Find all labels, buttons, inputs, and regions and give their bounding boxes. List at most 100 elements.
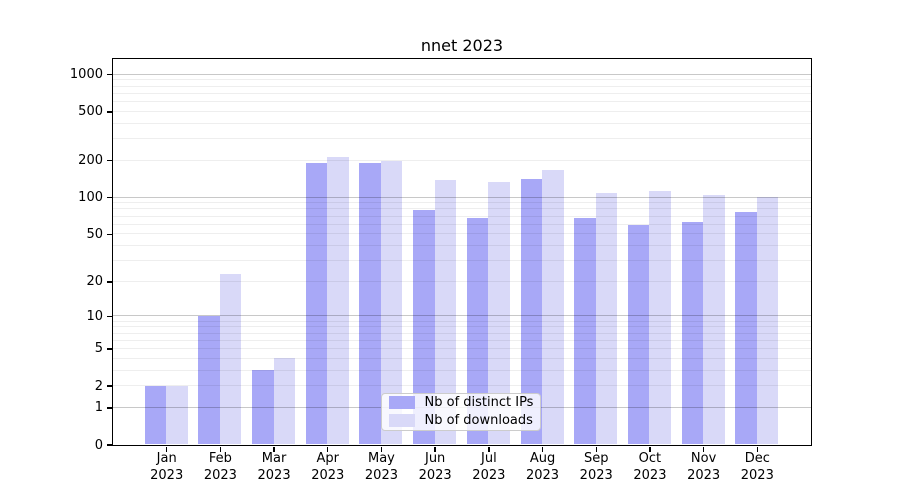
y-tick-label-10: 10 bbox=[86, 308, 103, 324]
bar-ips-may bbox=[359, 163, 381, 445]
legend-swatch-downloads bbox=[388, 414, 415, 427]
x-tick-year: 2023 bbox=[633, 467, 667, 483]
x-tick-label-jun: Jun 2023 bbox=[405, 451, 465, 484]
gridline-400 bbox=[112, 122, 811, 124]
gridline-40 bbox=[112, 244, 811, 246]
y-tick-label-200: 200 bbox=[78, 153, 103, 169]
y-tick-mark-10 bbox=[106, 315, 112, 318]
x-tick-year: 2023 bbox=[203, 467, 237, 483]
gridline-3 bbox=[112, 369, 811, 371]
bar-downloads-oct bbox=[649, 190, 671, 445]
x-tick-mark-feb bbox=[219, 446, 222, 452]
x-tick-year: 2023 bbox=[687, 467, 721, 483]
gridline-60 bbox=[112, 223, 811, 225]
y-tick-label-500: 500 bbox=[78, 104, 103, 120]
x-tick-year: 2023 bbox=[472, 467, 506, 483]
x-tick-year: 2023 bbox=[418, 467, 452, 483]
x-tick-label-aug: Aug 2023 bbox=[513, 451, 573, 484]
x-tick-mark-oct bbox=[649, 446, 651, 452]
x-tick-label-oct: Oct 2023 bbox=[620, 451, 680, 484]
x-tick-mark-apr bbox=[327, 446, 329, 452]
y-tick-mark-2 bbox=[106, 385, 112, 387]
chart-title: nnet 2023 bbox=[420, 36, 504, 55]
y-tick-mark-0 bbox=[106, 444, 112, 446]
legend-item-downloads: Nb of downloads bbox=[388, 413, 533, 428]
gridline-300 bbox=[112, 138, 811, 140]
gridline-6 bbox=[112, 339, 811, 341]
x-tick-label-jan: Jan 2023 bbox=[137, 451, 197, 484]
x-tick-label-dec: Dec 2023 bbox=[727, 451, 787, 484]
gridline-8 bbox=[112, 326, 811, 328]
gridline-1000 bbox=[112, 73, 811, 75]
x-tick-mark-aug bbox=[541, 446, 544, 452]
y-tick-label-5: 5 bbox=[94, 341, 103, 357]
legend: Nb of distinct IPs Nb of downloads bbox=[380, 392, 541, 431]
bar-ips-sep bbox=[574, 217, 596, 445]
gridline-600 bbox=[112, 101, 811, 103]
gridline-80 bbox=[112, 208, 811, 210]
gridline-100 bbox=[112, 196, 811, 198]
x-tick-year: 2023 bbox=[311, 467, 345, 483]
gridline-2 bbox=[112, 385, 811, 387]
y-tick-label-1: 1 bbox=[94, 400, 103, 416]
bar-downloads-jul bbox=[488, 182, 510, 445]
bar-ips-jan bbox=[144, 385, 167, 445]
y-tick-mark-20 bbox=[106, 281, 112, 283]
y-tick-mark-50 bbox=[106, 233, 112, 235]
x-tick-mark-jun bbox=[434, 446, 436, 452]
y-tick-mark-5 bbox=[106, 348, 112, 350]
y-tick-label-0: 0 bbox=[94, 437, 103, 453]
x-tick-mark-nov bbox=[702, 446, 705, 452]
gridline-800 bbox=[112, 85, 811, 87]
gridline-7 bbox=[112, 332, 811, 334]
gridline-700 bbox=[112, 92, 811, 94]
gridline-30 bbox=[112, 259, 811, 261]
y-tick-label-100: 100 bbox=[78, 190, 103, 206]
bar-ips-aug bbox=[520, 179, 543, 445]
x-tick-year: 2023 bbox=[525, 467, 560, 483]
gridline-9 bbox=[112, 320, 811, 322]
x-tick-label-feb: Feb 2023 bbox=[190, 451, 250, 484]
x-tick-mark-jan bbox=[165, 446, 168, 452]
gridline-90 bbox=[112, 202, 811, 204]
gridline-50 bbox=[112, 233, 811, 235]
x-tick-year: 2023 bbox=[579, 467, 613, 483]
y-tick-mark-1000 bbox=[106, 74, 112, 76]
gridline-200 bbox=[112, 159, 811, 161]
x-tick-mark-mar bbox=[273, 446, 275, 452]
x-tick-year: 2023 bbox=[740, 467, 774, 483]
x-tick-year: 2023 bbox=[150, 467, 184, 483]
bar-downloads-sep bbox=[595, 192, 618, 445]
y-tick-label-50: 50 bbox=[86, 226, 103, 242]
bar-ips-mar bbox=[252, 370, 274, 445]
legend-label-downloads: Nb of downloads bbox=[424, 413, 533, 428]
gridline-4 bbox=[112, 357, 811, 359]
x-tick-label-apr: Apr 2023 bbox=[298, 451, 358, 484]
bar-downloads-jun bbox=[434, 179, 457, 445]
x-tick-label-may: May 2023 bbox=[351, 451, 411, 484]
x-tick-mark-jul bbox=[488, 446, 490, 452]
bar-downloads-apr bbox=[327, 157, 349, 445]
x-tick-mark-sep bbox=[595, 446, 597, 452]
bar-downloads-dec bbox=[756, 197, 779, 445]
bar-ips-nov bbox=[681, 221, 704, 445]
gridline-5 bbox=[112, 347, 811, 349]
y-tick-mark-1 bbox=[106, 407, 112, 409]
bar-downloads-nov bbox=[703, 194, 725, 445]
gridline-10 bbox=[112, 315, 811, 317]
bar-downloads-may bbox=[380, 161, 403, 445]
x-tick-label-jul: Jul 2023 bbox=[459, 451, 519, 484]
legend-swatch-distinct-ips bbox=[388, 396, 415, 409]
gridline-20 bbox=[112, 280, 811, 282]
y-tick-mark-200 bbox=[106, 160, 112, 162]
x-tick-label-sep: Sep 2023 bbox=[566, 451, 626, 484]
legend-item-distinct-ips: Nb of distinct IPs bbox=[388, 396, 533, 410]
gridline-900 bbox=[112, 79, 811, 81]
bar-ips-oct bbox=[627, 225, 650, 445]
bar-ips-jun bbox=[413, 210, 435, 445]
y-tick-label-2: 2 bbox=[94, 378, 103, 394]
x-tick-label-mar: Mar 2023 bbox=[244, 451, 304, 484]
bar-ips-feb bbox=[198, 315, 220, 445]
gridline-500 bbox=[112, 110, 811, 112]
